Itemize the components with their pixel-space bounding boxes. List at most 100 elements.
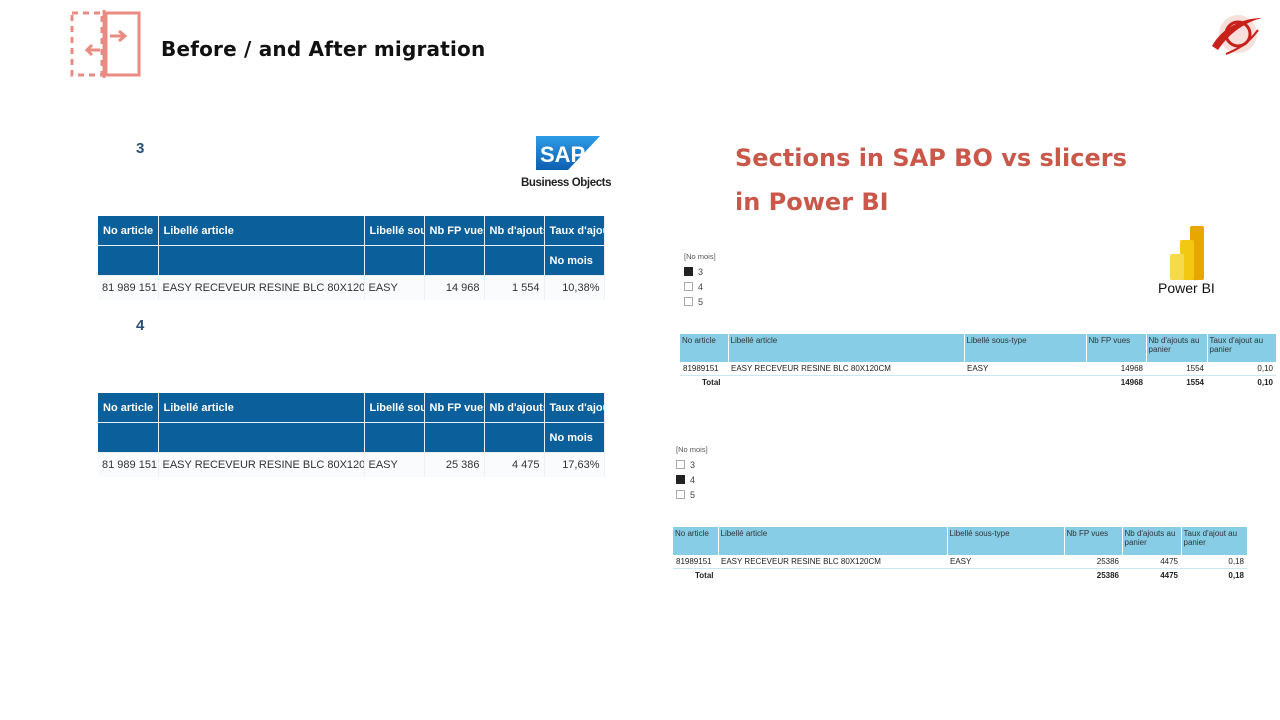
cell: 14968 <box>1086 362 1146 376</box>
sap-product-text: Business Objects <box>521 177 612 189</box>
table-row: 81 989 151 EASY RECEVEUR RESINE BLC 80X1… <box>98 452 605 477</box>
column-header[interactable]: No mois <box>544 422 605 453</box>
cell: 81 989 151 <box>98 452 159 477</box>
cell: EASY RECEVEUR RESINE BLC 80X120CM <box>718 555 947 569</box>
table-header-row: No article Libellé article Libellé sous-… <box>98 216 605 246</box>
table-header-row: No article Libellé article Libellé sous-… <box>680 334 1277 362</box>
column-header[interactable]: No article <box>98 216 159 246</box>
column-header[interactable]: Libellé sous- <box>364 393 425 423</box>
column-header[interactable]: Nb d'ajouts a <box>484 216 545 246</box>
pbi-table-visual: No article Libellé article Libellé sous-… <box>680 334 1277 389</box>
column-header[interactable]: Nb FP vues <box>424 216 485 246</box>
cell: 0,10 <box>1257 378 1273 387</box>
powerbi-bars-icon <box>1170 226 1204 280</box>
heading-line: in Power BI <box>735 188 889 216</box>
cell: 4475 <box>1122 555 1181 569</box>
column-header[interactable]: Libellé sous-type <box>947 527 1065 555</box>
slicer-item[interactable]: 3 <box>684 264 716 279</box>
cell: 1554 <box>1186 378 1204 387</box>
slicer-title: [No mois] <box>684 252 716 261</box>
column-header[interactable]: Libellé sous- <box>364 216 425 246</box>
column-header[interactable]: No article <box>680 334 729 362</box>
column-header[interactable]: Libellé article <box>158 216 365 246</box>
column-header[interactable]: Nb FP vues <box>1086 334 1147 362</box>
bo-report-table: No article Libellé article Libellé sous-… <box>98 216 605 300</box>
slicer-item[interactable]: 4 <box>684 279 716 294</box>
table-header-row: No article Libellé article Libellé sous-… <box>673 527 1248 555</box>
powerbi-logo: Power BI <box>1156 226 1220 296</box>
slicer-item[interactable]: 5 <box>676 487 708 502</box>
slicer-title: [No mois] <box>676 445 708 454</box>
checkbox-icon[interactable] <box>684 297 693 306</box>
slicer-item[interactable]: 3 <box>676 457 708 472</box>
cell: EASY <box>964 362 1086 376</box>
cell: 1 554 <box>484 275 545 300</box>
cell: 14968 <box>1120 378 1143 387</box>
checkbox-icon[interactable] <box>676 460 685 469</box>
checkbox-icon[interactable] <box>684 282 693 291</box>
column-header[interactable]: No article <box>98 393 159 423</box>
migration-arrows-icon <box>70 10 141 78</box>
cell: 25 386 <box>424 452 485 477</box>
globe-swoosh-logo <box>1212 15 1262 55</box>
slicer-item[interactable]: 4 <box>676 472 708 487</box>
cell: 0,18 <box>1228 571 1244 580</box>
column-header[interactable]: Libellé article <box>158 393 365 423</box>
cell: EASY RECEVEUR RESINE BLC 80X120CM <box>158 452 365 477</box>
section-number: 3 <box>136 140 145 157</box>
sap-business-objects-logo: SAP Business Objects <box>520 136 616 194</box>
cell: 10,38% <box>544 275 605 300</box>
month-slicer: [No mois] 3 4 5 <box>676 445 708 502</box>
sap-brand-text: SAP <box>540 142 585 167</box>
column-header[interactable]: Taux d'ajout au panier <box>1207 334 1277 362</box>
cell: 81 989 151 <box>98 275 159 300</box>
cell: EASY <box>364 275 425 300</box>
column-header[interactable]: Taux d'ajout <box>544 393 605 423</box>
cell: 25386 <box>1096 571 1119 580</box>
table-header-row: No article Libellé article Libellé sous-… <box>98 393 605 423</box>
checkbox-checked-icon[interactable] <box>676 475 685 484</box>
cell: EASY <box>947 555 1064 569</box>
heading-line: Sections in SAP BO vs slicers <box>735 144 1127 172</box>
column-header[interactable]: Nb d'ajouts au panier <box>1122 527 1182 555</box>
column-header[interactable]: Nb FP vues <box>424 393 485 423</box>
cell: 0,18 <box>1181 555 1247 569</box>
month-slicer: [No mois] 3 4 5 <box>684 252 716 309</box>
cell: 1554 <box>1146 362 1207 376</box>
slicer-item[interactable]: 5 <box>684 294 716 309</box>
column-header[interactable]: No mois <box>544 245 605 276</box>
column-header[interactable]: Taux d'ajout au panier <box>1181 527 1248 555</box>
column-header[interactable]: Nb d'ajouts a <box>484 393 545 423</box>
table-row: 81989151 EASY RECEVEUR RESINE BLC 80X120… <box>680 362 1276 376</box>
cell: 0,10 <box>1207 362 1276 376</box>
cell: EASY RECEVEUR RESINE BLC 80X120CM <box>728 362 964 376</box>
cell: 4475 <box>1160 571 1178 580</box>
column-header[interactable]: Nb FP vues <box>1064 527 1123 555</box>
section-number: 4 <box>136 317 145 334</box>
checkbox-icon[interactable] <box>676 490 685 499</box>
bo-report-table: No article Libellé article Libellé sous-… <box>98 393 605 477</box>
column-header[interactable]: Libellé article <box>718 527 948 555</box>
cell: 4 475 <box>484 452 545 477</box>
cell: 14 968 <box>424 275 485 300</box>
column-header[interactable]: Libellé sous-type <box>964 334 1087 362</box>
cell: 81989151 <box>673 555 718 569</box>
total-label: Total <box>695 571 714 580</box>
table-subheader-row: No mois <box>98 422 605 453</box>
cell: 17,63% <box>544 452 605 477</box>
cell: 25386 <box>1064 555 1122 569</box>
powerbi-label: Power BI <box>1158 280 1215 296</box>
total-row: Total 14968 1554 0,10 <box>680 376 1276 390</box>
column-header[interactable]: Nb d'ajouts au panier <box>1146 334 1208 362</box>
column-header[interactable]: Taux d'ajout <box>544 216 605 246</box>
pbi-table-visual: No article Libellé article Libellé sous-… <box>673 527 1248 582</box>
table-row: 81989151 EASY RECEVEUR RESINE BLC 80X120… <box>673 555 1247 569</box>
column-header[interactable]: No article <box>673 527 719 555</box>
table-row: 81 989 151 EASY RECEVEUR RESINE BLC 80X1… <box>98 275 605 300</box>
total-label: Total <box>702 378 721 387</box>
total-row: Total 25386 4475 0,18 <box>673 569 1247 583</box>
checkbox-checked-icon[interactable] <box>684 267 693 276</box>
column-header[interactable]: Libellé article <box>728 334 965 362</box>
cell: 81989151 <box>680 362 728 376</box>
sap-logo-icon: SAP <box>536 136 600 170</box>
